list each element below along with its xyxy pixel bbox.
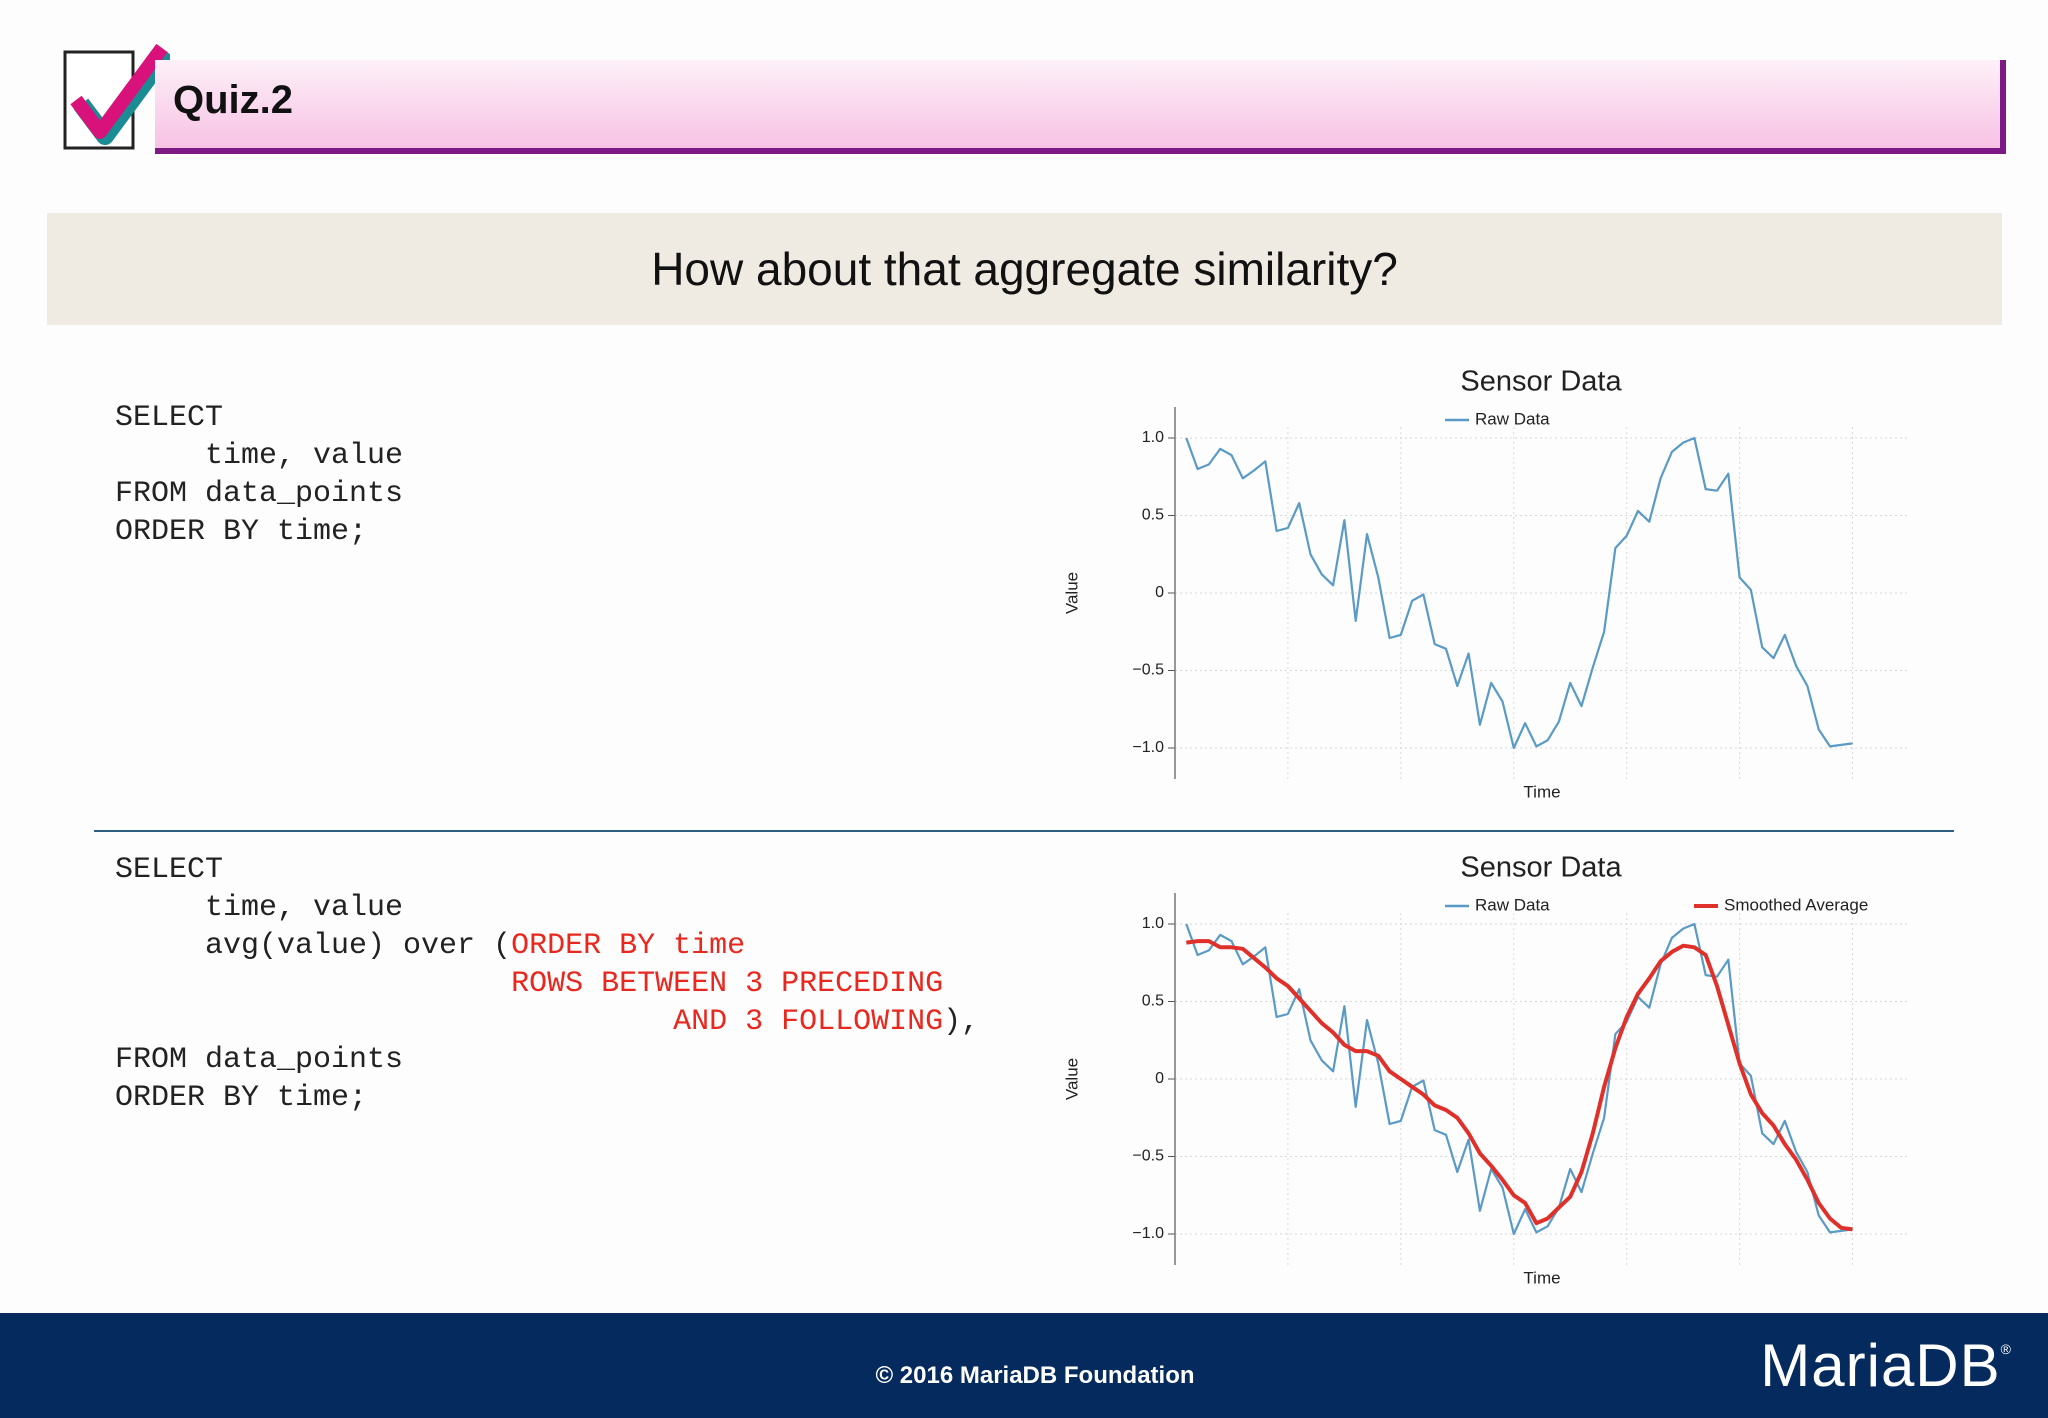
code-line: FROM data_points — [115, 1041, 979, 1079]
data-line — [1186, 939, 1853, 1232]
code-text: ), — [943, 1005, 980, 1039]
y-tick-label: 1.0 — [1142, 429, 1164, 446]
y-tick-label: −1.0 — [1132, 1225, 1164, 1242]
x-axis-label: Time — [1523, 1268, 1560, 1287]
banner-text: How about that aggregate similarity? — [651, 243, 1398, 295]
code-line: AND 3 FOLLOWING), — [115, 1003, 979, 1041]
code-text: ORDER BY time; — [115, 1081, 368, 1115]
footer-text: © 2016 MariaDB Foundation — [875, 1362, 1195, 1389]
y-tick-label: 1.0 — [1142, 915, 1164, 932]
code-text: time, value — [115, 891, 404, 925]
code-line: ORDER BY time; — [115, 513, 403, 551]
data-line — [1185, 436, 1853, 750]
legend-label: Raw Data — [1475, 895, 1550, 914]
code-block: SELECT time, value avg(value) over (ORDE… — [115, 851, 979, 1117]
code-text: SELECT — [115, 853, 224, 887]
code-text: SELECT — [115, 401, 224, 435]
logo: MariaDB® — [1760, 1331, 2012, 1400]
code-highlight: AND 3 FOLLOWING — [115, 1005, 944, 1039]
y-tick-label: −0.5 — [1132, 662, 1164, 679]
y-tick-label: −1.0 — [1132, 739, 1164, 756]
logo-text: MariaDB — [1760, 1332, 2001, 1399]
code-block: SELECT time, value FROM data_points ORDER … — [115, 399, 403, 551]
code-line: time, value — [115, 437, 403, 475]
y-tick-label: 0 — [1155, 1070, 1164, 1087]
y-axis-label: Value — [1062, 1058, 1081, 1100]
code-text: FROM data_points — [115, 1043, 404, 1077]
code-highlight: ROWS BETWEEN 3 PRECEDING — [115, 967, 944, 1001]
code-line: SELECT — [115, 851, 979, 889]
code-text: FROM data_points — [115, 477, 404, 511]
legend-label: Smoothed Average — [1724, 895, 1868, 914]
y-axis-label: Value — [1062, 572, 1081, 614]
header-bar — [155, 60, 2000, 154]
chart-title: Sensor Data — [1460, 366, 1622, 398]
chart: Sensor Data Time Value −1.0 −0.5 0 0.5 1.0 Raw D… — [1062, 366, 1909, 801]
slide-title: Quiz.2 — [173, 78, 294, 122]
divider — [94, 830, 1954, 832]
logo-mark: ® — [2000, 1341, 2012, 1357]
x-axis-label: Time — [1523, 782, 1560, 801]
code-line: time, value — [115, 889, 979, 927]
legend-label: Raw Data — [1475, 409, 1550, 428]
y-tick-label: 0 — [1155, 584, 1164, 601]
code-line: avg(value) over (ORDER BY time — [115, 927, 979, 965]
chart-title: Sensor Data — [1460, 852, 1622, 884]
footer — [0, 1313, 2048, 1418]
chart: Sensor Data Time Value −1.0 −0.5 0 0.5 1.0 Raw D… — [1062, 852, 1909, 1287]
y-tick-label: 0.5 — [1142, 993, 1164, 1010]
y-tick-label: −0.5 — [1132, 1148, 1164, 1165]
y-tick-label: 0.5 — [1142, 507, 1164, 524]
code-line: ROWS BETWEEN 3 PRECEDING — [115, 965, 979, 1003]
code-text: ORDER BY time; — [115, 515, 368, 549]
code-line: ORDER BY time; — [115, 1079, 979, 1117]
banner: How about that aggregate similarity? — [47, 213, 2002, 325]
code-text: avg(value) over ( — [115, 929, 512, 963]
code-line: SELECT — [115, 399, 403, 437]
code-line: FROM data_points — [115, 475, 403, 513]
check-icon — [63, 43, 170, 150]
code-highlight: ORDER BY time — [511, 929, 746, 963]
code-text: time, value — [115, 439, 404, 473]
